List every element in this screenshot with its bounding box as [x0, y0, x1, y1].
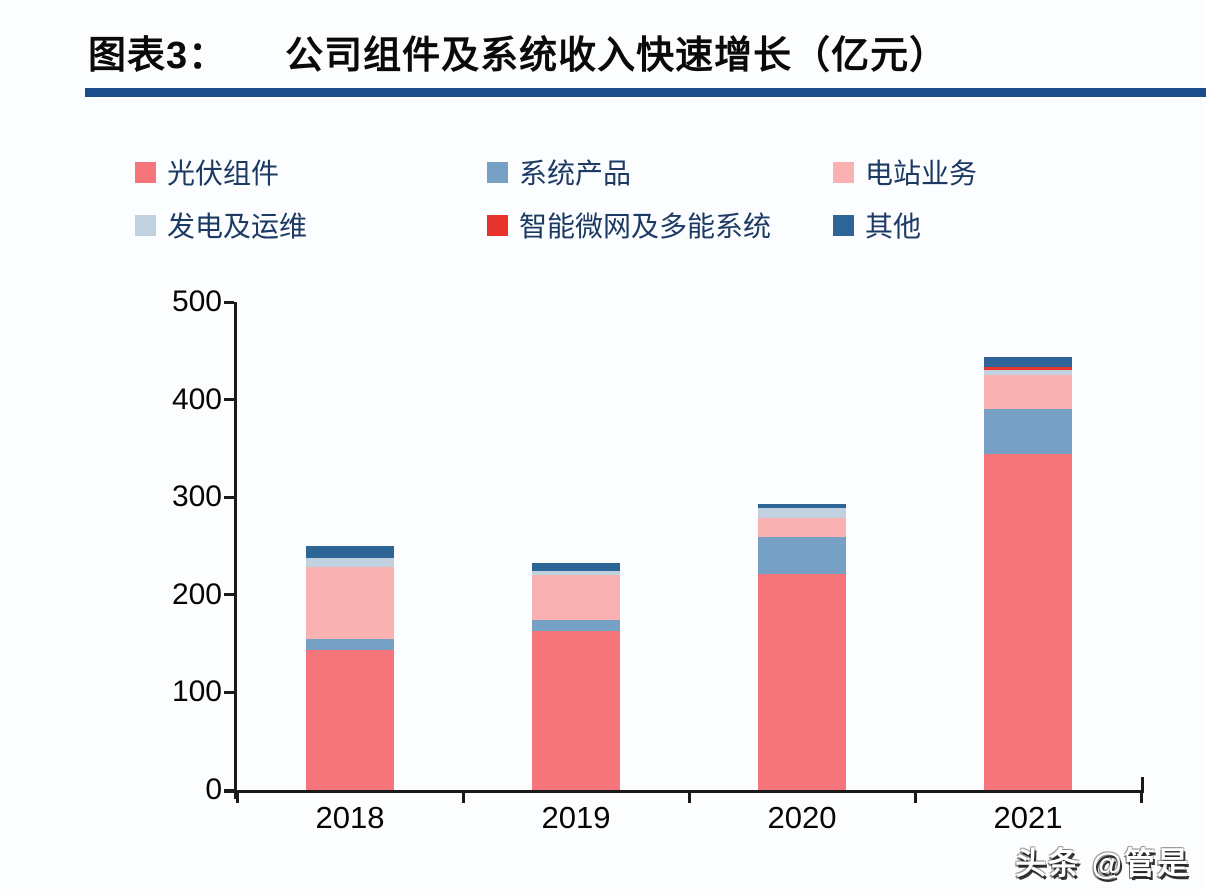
x-axis-tick	[461, 793, 465, 803]
legend-item: 系统产品	[487, 152, 631, 192]
x-axis-label: 2018	[315, 800, 385, 835]
y-axis-line	[234, 302, 237, 799]
legend-label: 电站业务	[865, 159, 978, 190]
bar-segment-系统产品	[306, 638, 394, 651]
bar-segment-电站业务	[306, 566, 394, 639]
legend-label: 系统产品	[519, 159, 632, 190]
legend-swatch	[833, 161, 854, 183]
title-divider-rule	[85, 88, 1206, 97]
bar-segment-电站业务	[532, 575, 620, 621]
x-axis-tick	[687, 793, 691, 803]
legend-swatch	[135, 161, 156, 183]
bar-segment-智能微网及多能系统	[984, 367, 1072, 371]
plot-area: 0 100 200 300 400 500 2018 2019 2020 2021	[172, 287, 1144, 835]
legend-swatch	[487, 214, 508, 236]
bar-segment-发电及运维	[984, 370, 1072, 376]
y-axis-tick	[224, 300, 234, 304]
legend-item: 发电及运维	[135, 205, 307, 245]
figure-label: 图表3：	[88, 35, 228, 77]
bar-segment-光伏组件	[758, 574, 846, 790]
y-axis-label: 0	[205, 773, 222, 806]
bar-segment-发电及运维	[758, 507, 846, 518]
legend-item: 其他	[833, 205, 921, 245]
bar-2020	[758, 302, 846, 790]
legend-label: 智能微网及多能系统	[519, 212, 772, 243]
y-axis-tick	[224, 788, 234, 792]
y-axis-tick	[224, 398, 234, 402]
legend-swatch	[833, 214, 854, 236]
x-axis-line	[224, 790, 1141, 793]
bar-segment-系统产品	[758, 537, 846, 575]
bar-segment-光伏组件	[984, 454, 1072, 790]
bar-segment-发电及运维	[306, 557, 394, 567]
bar-segment-光伏组件	[306, 650, 394, 790]
bar-2019	[532, 302, 620, 790]
page-title: 图表3： 公司组件及系统收入快速增长（亿元）	[88, 24, 1188, 79]
x-axis-tick	[235, 793, 239, 803]
x-axis-label: 2020	[767, 800, 837, 835]
legend-item: 光伏组件	[135, 152, 279, 192]
x-axis-label: 2019	[541, 800, 611, 835]
bar-segment-光伏组件	[532, 630, 620, 790]
legend-swatch	[487, 161, 508, 183]
bar-segment-其他	[984, 356, 1072, 368]
legend-item: 电站业务	[833, 152, 977, 192]
x-axis-end-tick	[1141, 777, 1144, 793]
figure-title: 公司组件及系统收入快速增长（亿元）	[285, 35, 949, 77]
legend-label: 发电及运维	[167, 212, 308, 243]
x-axis-label: 2021	[993, 800, 1063, 835]
bar-segment-电站业务	[984, 375, 1072, 410]
y-axis-tick	[224, 495, 234, 499]
bar-2021	[984, 302, 1072, 790]
y-axis-label: 100	[171, 675, 222, 709]
y-axis-label: 200	[171, 577, 222, 611]
x-axis-tick	[1139, 793, 1143, 803]
bar-segment-发电及运维	[532, 571, 620, 576]
bar-segment-电站业务	[758, 517, 846, 538]
bar-segment-系统产品	[984, 409, 1072, 455]
x-axis-tick	[913, 793, 917, 803]
y-axis-label: 300	[171, 480, 222, 514]
bar-segment-系统产品	[532, 620, 620, 631]
legend-label: 光伏组件	[167, 159, 280, 190]
legend-label: 其他	[865, 212, 922, 243]
y-axis-label: 500	[171, 285, 222, 318]
legend-item: 智能微网及多能系统	[487, 205, 771, 245]
bar-segment-其他	[758, 504, 846, 508]
y-axis-label: 400	[171, 382, 222, 416]
y-axis-tick	[224, 690, 234, 694]
watermark: 头条 @管是	[1015, 846, 1190, 881]
bar-2018	[306, 302, 394, 790]
y-axis-tick	[224, 593, 234, 597]
legend-swatch	[135, 214, 156, 236]
bar-segment-其他	[306, 546, 394, 558]
bar-segment-其他	[532, 562, 620, 572]
